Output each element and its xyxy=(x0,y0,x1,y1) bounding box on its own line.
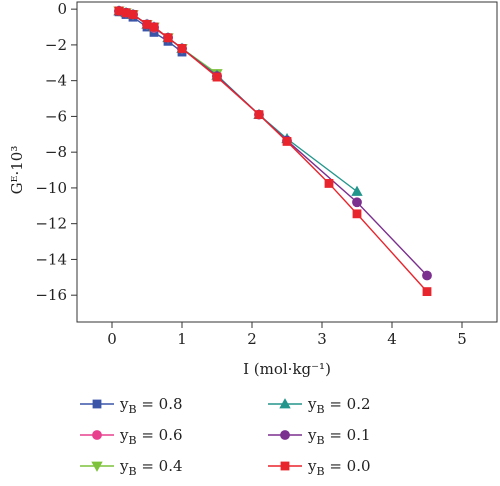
legend-label: yB = 0.1 xyxy=(307,426,371,447)
y-tick-label: −12 xyxy=(35,215,67,233)
series-line xyxy=(118,10,358,193)
data-point xyxy=(422,270,432,281)
y-tick-label: −8 xyxy=(45,143,67,161)
series-line xyxy=(118,10,428,277)
y-tick-label: −2 xyxy=(45,36,67,54)
data-point xyxy=(212,72,222,82)
data-point xyxy=(149,22,159,32)
data-point xyxy=(324,179,334,188)
data-point xyxy=(163,33,173,43)
series-line xyxy=(118,10,428,293)
y-tick-label: −6 xyxy=(45,107,67,125)
data-point xyxy=(282,137,292,146)
x-axis-title: I (mol·kg⁻¹) xyxy=(243,360,331,378)
data-point xyxy=(254,110,264,120)
legend: yB = 0.8 yB = 0.6 yB = 0.4 yB = 0.2 yB = 0.1… xyxy=(80,395,371,478)
data-point xyxy=(352,209,362,219)
x-tick-label: 2 xyxy=(247,330,257,348)
legend-label: yB = 0.4 xyxy=(119,457,183,478)
legend-marker xyxy=(279,398,291,409)
y-tick-label: −16 xyxy=(35,286,67,304)
data-point xyxy=(177,44,187,53)
y-tick-label: −10 xyxy=(35,179,67,197)
axes: 0 1 2 3 4 5 0 −2 −4 −6 −8 −10 −12 −14 −16 xyxy=(35,0,466,348)
y-tick-label: −14 xyxy=(35,250,67,268)
series-layer xyxy=(113,5,432,297)
legend-marker xyxy=(92,430,102,440)
plot-frame xyxy=(76,1,498,323)
legend-item: yB = 0.6 xyxy=(80,426,183,447)
legend-marker xyxy=(92,399,102,409)
legend-marker xyxy=(280,461,290,471)
series-0-0 xyxy=(114,6,432,297)
x-tick-label: 4 xyxy=(387,330,397,348)
legend-item: yB = 0.8 xyxy=(80,395,183,416)
legend-item: yB = 0.0 xyxy=(268,457,371,478)
data-point xyxy=(128,10,138,19)
legend-item: yB = 0.2 xyxy=(268,395,371,416)
x-tick-label: 1 xyxy=(177,330,187,348)
legend-label: yB = 0.2 xyxy=(307,395,371,416)
data-point xyxy=(351,185,363,196)
legend-label: yB = 0.0 xyxy=(307,457,371,478)
data-point xyxy=(352,197,362,208)
x-tick-label: 5 xyxy=(457,330,467,348)
y-axis-title: Gᴱ·10³ xyxy=(8,146,26,195)
legend-label: yB = 0.6 xyxy=(119,426,183,447)
legend-item: yB = 0.4 xyxy=(80,457,183,478)
y-tick-label: −4 xyxy=(45,72,67,90)
legend-marker xyxy=(91,461,103,472)
y-tick-label: 0 xyxy=(57,0,67,18)
legend-marker xyxy=(280,430,290,440)
data-point xyxy=(422,287,432,297)
series-0-1 xyxy=(114,6,432,281)
legend-item: yB = 0.1 xyxy=(268,426,371,447)
x-tick-label: 3 xyxy=(317,330,327,348)
legend-label: yB = 0.8 xyxy=(119,395,183,416)
x-tick-label: 0 xyxy=(107,330,117,348)
